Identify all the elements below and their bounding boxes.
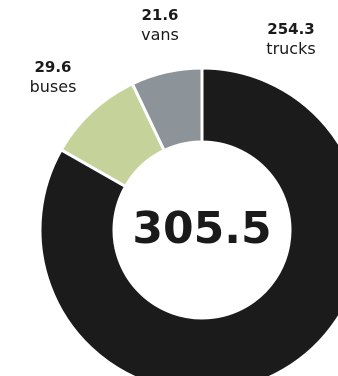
slice-name-vans: vans bbox=[141, 24, 179, 44]
slice-value-vans: 21.6 bbox=[141, 6, 179, 24]
slice-label-trucks: 254.3 trucks bbox=[252, 20, 330, 59]
slice-label-vans: 21.6 vans bbox=[130, 6, 190, 45]
donut-slice-vans bbox=[130, 66, 204, 153]
slice-name-buses: buses bbox=[29, 76, 77, 96]
donut-total: 305.5 bbox=[132, 203, 272, 254]
slice-label-buses: 29.6 buses bbox=[20, 58, 86, 97]
slice-name-trucks: trucks bbox=[266, 38, 316, 58]
slice-value-trucks: 254.3 bbox=[267, 20, 315, 38]
donut-slice-trucks bbox=[38, 66, 338, 376]
slice-value-buses: 29.6 bbox=[34, 58, 72, 76]
